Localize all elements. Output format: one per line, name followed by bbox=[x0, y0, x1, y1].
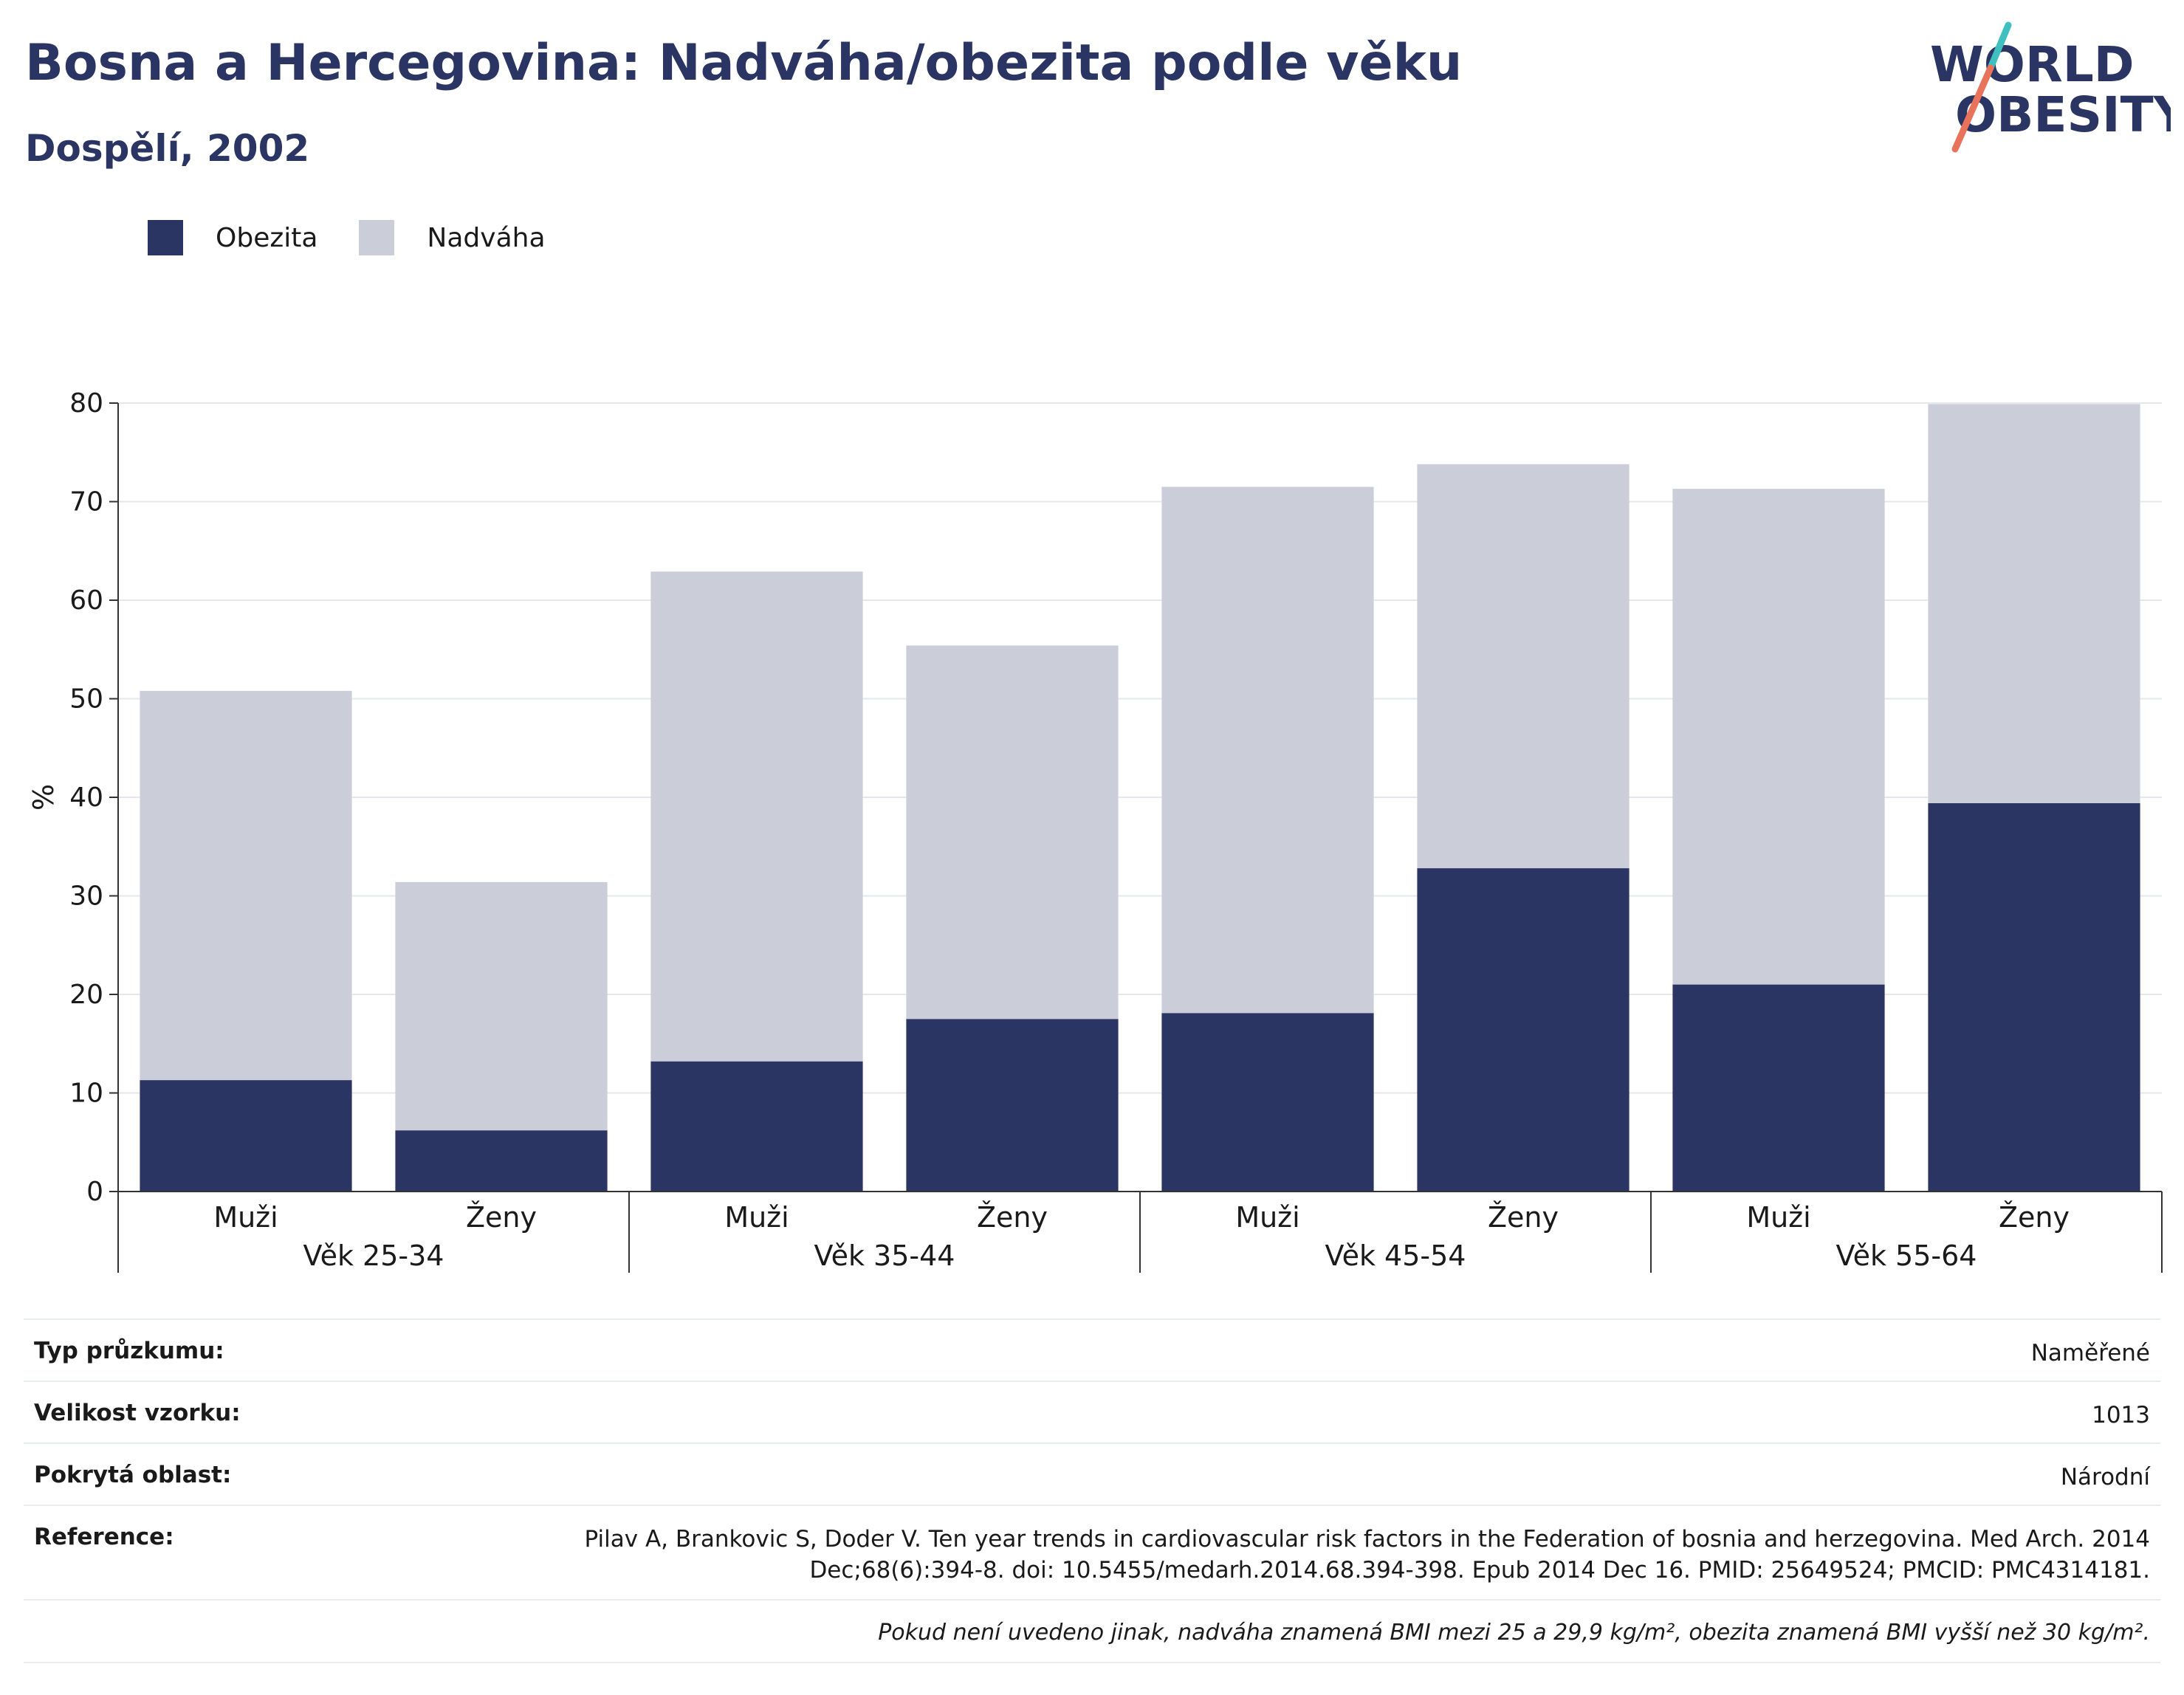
legend-swatch-obesity bbox=[148, 220, 183, 255]
logo-slash-top bbox=[1987, 21, 2012, 72]
y-tick-label: 80 bbox=[69, 388, 103, 419]
info-row-survey-type: Typ průzkumu: Naměřené bbox=[24, 1318, 2160, 1381]
definition-note: Pokud není uvedeno jinak, nadváha znamen… bbox=[24, 1599, 2160, 1663]
y-tick-label: 30 bbox=[69, 881, 103, 912]
chart-subtitle: Dospělí, 2002 bbox=[25, 127, 310, 170]
info-label: Velikost vzorku: bbox=[34, 1400, 241, 1426]
info-value: 1013 bbox=[2092, 1402, 2150, 1428]
bars bbox=[140, 404, 2140, 1192]
legend-label-obesity: Obezita bbox=[216, 222, 318, 253]
chart-legend: Obezita Nadváha bbox=[148, 220, 587, 255]
y-tick-label: 70 bbox=[69, 487, 103, 518]
x-tick-label: Muži bbox=[213, 1201, 278, 1234]
bar-overweight bbox=[650, 571, 863, 1062]
info-value: Naměřené bbox=[2030, 1340, 2150, 1366]
logo-slash-bottom bbox=[1951, 64, 1994, 153]
y-tick-label: 60 bbox=[69, 585, 103, 616]
info-value: Národní bbox=[2060, 1464, 2150, 1491]
reference-line-2: Dec;68(6):394-8. doi: 10.5455/medarh.201… bbox=[809, 1557, 2150, 1584]
y-tick-label: 20 bbox=[69, 980, 103, 1010]
group-label: Věk 35-44 bbox=[814, 1240, 955, 1272]
y-tick-label: 0 bbox=[86, 1177, 103, 1207]
group-label: Věk 55-64 bbox=[1836, 1240, 1977, 1272]
info-row-sample-size: Velikost vzorku: 1013 bbox=[24, 1381, 2160, 1443]
bar-overweight bbox=[1161, 487, 1374, 1014]
logo-line1: WORLD bbox=[1930, 36, 2135, 93]
reference-line-1: Pilav A, Brankovic S, Doder V. Ten year … bbox=[584, 1526, 2150, 1553]
info-row-coverage: Pokrytá oblast: Národní bbox=[24, 1443, 2160, 1505]
bar-obesity bbox=[1161, 1013, 1374, 1192]
bar-overweight bbox=[395, 881, 608, 1131]
y-axis-label: % bbox=[27, 784, 60, 811]
bar-obesity bbox=[1417, 868, 1630, 1192]
legend-item-obesity[interactable]: Obezita bbox=[148, 220, 317, 255]
x-tick-label: Ženy bbox=[977, 1201, 1048, 1234]
bar-obesity bbox=[395, 1130, 608, 1192]
x-tick-label: Ženy bbox=[1488, 1201, 1559, 1234]
legend-item-overweight[interactable]: Nadváha bbox=[359, 220, 546, 255]
x-tick-label: Muži bbox=[1235, 1201, 1299, 1234]
group-label: Věk 25-34 bbox=[303, 1240, 444, 1272]
chart-title: Bosna a Hercegovina: Nadváha/obezita pod… bbox=[25, 34, 1463, 92]
y-axis: 0 10 20 30 40 50 60 70 80% bbox=[27, 388, 119, 1207]
x-tick-label: Ženy bbox=[466, 1201, 537, 1234]
x-tick-label: Ženy bbox=[1999, 1201, 2070, 1234]
bar-obesity bbox=[650, 1061, 863, 1192]
y-tick-label: 50 bbox=[69, 684, 103, 715]
bar-obesity bbox=[1928, 803, 2140, 1192]
info-label: Typ průzkumu: bbox=[34, 1338, 224, 1364]
info-label: Pokrytá oblast: bbox=[34, 1462, 232, 1488]
info-value-reference: Pilav A, Brankovic S, Doder V. Ten year … bbox=[585, 1524, 2150, 1599]
group-label: Věk 45-54 bbox=[1325, 1240, 1466, 1272]
x-axis: Muži Ženy Muži Ženy Muži Ženy Muži Ženy Věk 25-3… bbox=[117, 1191, 2163, 1273]
world-obesity-logo: WORLD OBESITY bbox=[1930, 21, 2171, 153]
x-tick-label: Muži bbox=[1746, 1201, 1810, 1234]
y-tick-label: 40 bbox=[69, 783, 103, 813]
info-label: Reference: bbox=[34, 1524, 174, 1550]
bar-overweight bbox=[1417, 464, 1630, 869]
bar-obesity bbox=[140, 1080, 352, 1192]
bar-overweight bbox=[1928, 404, 2140, 804]
bar-obesity bbox=[1672, 984, 1885, 1192]
bar-overweight bbox=[906, 645, 1119, 1020]
survey-info-table: Typ průzkumu: Naměřené Velikost vzorku: … bbox=[24, 1318, 2160, 1663]
stacked-bar-chart: 0 10 20 30 40 50 60 70 80% Muži Ženy Muži Ženy Muži Ž… bbox=[27, 388, 2163, 1273]
x-tick-label: Muži bbox=[724, 1201, 789, 1234]
bar-obesity bbox=[906, 1019, 1119, 1192]
info-row-reference: Reference: Pilav A, Brankovic S, Doder V… bbox=[24, 1505, 2160, 1599]
bar-overweight bbox=[1672, 489, 1885, 985]
y-tick-label: 10 bbox=[69, 1079, 103, 1109]
logo-line2: OBESITY bbox=[1955, 86, 2171, 143]
legend-label-overweight: Nadváha bbox=[427, 222, 546, 253]
legend-swatch-overweight bbox=[359, 220, 395, 255]
bar-overweight bbox=[140, 690, 352, 1081]
